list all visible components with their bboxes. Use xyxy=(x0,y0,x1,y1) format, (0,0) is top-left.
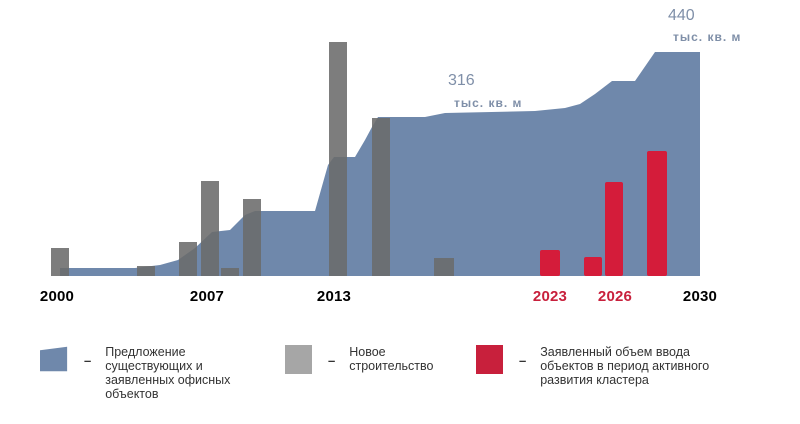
annotation-440-value: 440 xyxy=(668,7,695,24)
x-tick-2023: 2023 xyxy=(532,288,568,305)
legend-item-declared-volume: – Заявленный объем ввода объектов в пери… xyxy=(476,345,709,387)
new-construction-bar-2 xyxy=(179,242,197,276)
declared-volume-bars xyxy=(540,151,667,276)
annotation-440-unit: тыс. кв. м xyxy=(673,30,742,44)
annotation-316-value: 316 xyxy=(448,72,475,89)
legend-label-declared-volume: Заявленный объем ввода объектов в период… xyxy=(540,345,710,387)
new-construction-bar-3 xyxy=(201,181,219,276)
legend-dash: – xyxy=(84,353,92,368)
area-swatch-icon xyxy=(40,346,68,372)
x-tick-2007: 2007 xyxy=(189,288,225,305)
declared-volume-bar-2 xyxy=(605,182,623,276)
legend-item-supply: – Предложение существующих и заявленных … xyxy=(40,345,230,401)
x-tick-2000: 2000 xyxy=(39,288,75,305)
legend-dash: – xyxy=(519,353,527,368)
new-construction-bar-6 xyxy=(329,42,347,276)
legend-dash: – xyxy=(328,353,336,368)
legend-label-supply: Предложение существующих и заявленных оф… xyxy=(105,345,231,401)
new-construction-bar-8 xyxy=(434,258,454,276)
x-tick-2013: 2013 xyxy=(316,288,352,305)
x-tick-2026: 2026 xyxy=(597,288,633,305)
new-construction-bar-0 xyxy=(51,248,69,276)
red-square-swatch-icon xyxy=(476,345,503,374)
legend-label-new-construction: Новое строительство xyxy=(349,345,434,373)
new-construction-bars xyxy=(51,42,454,276)
declared-volume-bar-0 xyxy=(540,250,560,276)
legend-item-new-construction: – Новое строительство xyxy=(285,345,433,374)
annotation-316-unit: тыс. кв. м xyxy=(454,96,523,110)
declared-volume-bar-1 xyxy=(584,257,602,276)
new-construction-bar-5 xyxy=(243,199,261,276)
new-construction-bar-1 xyxy=(137,266,155,276)
new-construction-bar-7 xyxy=(372,118,390,276)
gray-square-swatch-icon xyxy=(285,345,312,374)
new-construction-bar-4 xyxy=(221,268,239,276)
declared-volume-bar-3 xyxy=(647,151,667,276)
x-tick-2030: 2030 xyxy=(682,288,718,305)
